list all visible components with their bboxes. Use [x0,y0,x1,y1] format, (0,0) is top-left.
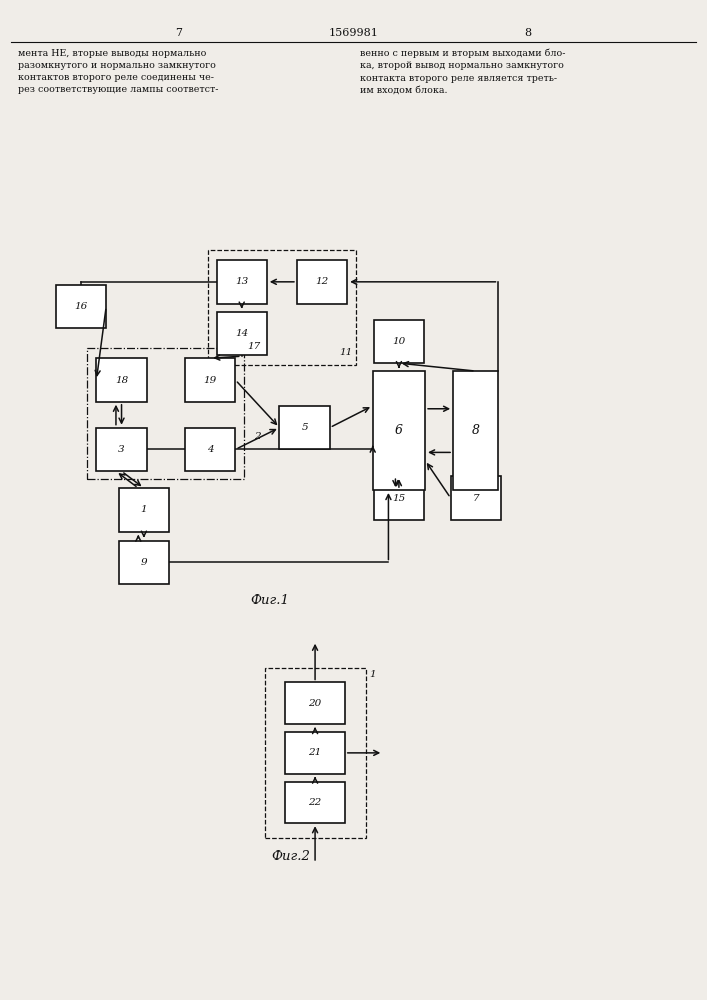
Text: 21: 21 [308,748,322,757]
Bar [216,260,267,304]
Bar [453,371,498,490]
Bar [208,250,356,365]
Text: 7: 7 [472,494,479,503]
Text: 11: 11 [339,348,352,357]
Text: 5: 5 [301,423,308,432]
Bar [374,476,424,520]
Text: 12: 12 [315,277,329,286]
Text: 2: 2 [254,432,261,441]
Text: 8: 8 [525,28,532,38]
Bar [279,406,329,449]
Bar [373,371,425,490]
Text: 3: 3 [118,445,125,454]
Bar [216,312,267,355]
Text: 20: 20 [308,699,322,708]
Bar [286,782,345,823]
Text: Фиг.1: Фиг.1 [250,594,289,607]
Bar [185,428,235,471]
Text: 1569981: 1569981 [329,28,378,38]
Bar [286,682,345,724]
Text: мента НЕ, вторые выводы нормально
разомкнутого и нормально замкнутого
контактов : мента НЕ, вторые выводы нормально разомк… [18,49,218,94]
Text: 1: 1 [141,505,147,514]
Bar [185,358,235,402]
Text: 17: 17 [247,342,261,351]
Text: 4: 4 [207,445,214,454]
Bar [297,260,347,304]
Text: 1: 1 [369,670,375,679]
Text: 7: 7 [175,28,182,38]
Bar [87,348,244,479]
Bar [56,285,106,328]
Text: 6: 6 [395,424,403,437]
Text: 16: 16 [74,302,88,311]
Text: 13: 13 [235,277,248,286]
Bar [119,541,169,584]
Bar [374,320,424,363]
Text: венно с первым и вторым выходами бло-
ка, второй вывод нормально замкнутого
конт: венно с первым и вторым выходами бло- ка… [361,49,566,95]
Bar [264,668,366,838]
Bar [119,488,169,532]
Bar [96,358,146,402]
Text: 22: 22 [308,798,322,807]
Text: Фиг.2: Фиг.2 [271,850,310,863]
Text: 18: 18 [115,376,128,385]
Text: 14: 14 [235,329,248,338]
Text: 10: 10 [392,337,406,346]
Text: 9: 9 [141,558,147,567]
Text: 15: 15 [392,494,406,503]
Text: 19: 19 [204,376,217,385]
Bar [96,428,146,471]
Bar [286,732,345,774]
Bar [450,476,501,520]
Text: 8: 8 [472,424,480,437]
